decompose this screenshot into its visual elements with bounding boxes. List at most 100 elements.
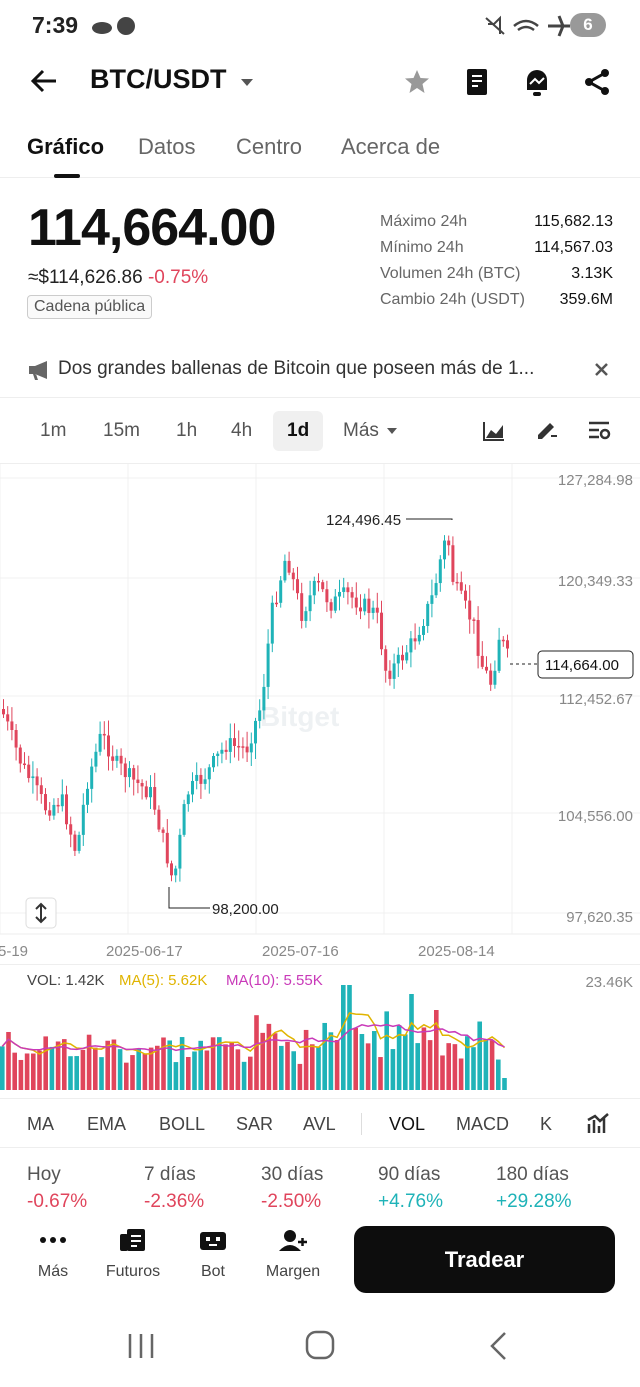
candle-body (157, 809, 161, 830)
volume-bar (186, 1056, 191, 1090)
volume-bar (210, 1037, 216, 1090)
volume-bar (37, 1050, 42, 1090)
candle-body (388, 670, 392, 679)
tab-grafico[interactable]: Gráfico (27, 134, 105, 159)
candle-body (249, 743, 253, 753)
volume-bar (353, 1028, 358, 1090)
candlestick-chart[interactable]: Bitget 127,284.98 120,349.33 112,452.67 … (0, 464, 640, 964)
clock: 7:39 (32, 12, 79, 38)
volume-bar (452, 1044, 458, 1090)
expand-icon[interactable] (25, 897, 57, 929)
indicator-vol[interactable]: VOL (389, 1114, 426, 1134)
y-tick: 104,556.00 (558, 808, 633, 825)
home-icon[interactable] (304, 1329, 336, 1361)
recent-apps-icon[interactable] (126, 1332, 156, 1360)
candle-body (207, 767, 211, 780)
indicator-bar: MA EMA BOLL SAR AVL VOL MACD K (0, 1098, 640, 1148)
candle-body (140, 783, 144, 787)
interval-15m[interactable]: 15m (103, 420, 140, 441)
back-arrow-icon[interactable] (30, 68, 58, 94)
candle-body (317, 580, 320, 583)
indicator-sar[interactable]: SAR (236, 1114, 274, 1134)
indicator-ma[interactable]: MA (27, 1114, 54, 1134)
volume-bar (105, 1040, 110, 1090)
candle-body (438, 559, 442, 584)
y-tick: 127,284.98 (558, 472, 633, 489)
candle-body (237, 745, 241, 748)
close-icon[interactable] (595, 363, 608, 376)
chain-badge[interactable]: Cadena pública (27, 295, 153, 319)
volume-bar (43, 1036, 48, 1090)
chevron-down-icon[interactable] (387, 428, 397, 435)
interval-1m[interactable]: 1m (40, 420, 67, 441)
x-tick: 5-19 (0, 943, 28, 960)
trade-button[interactable]: Tradear (354, 1226, 615, 1293)
volume-bar (223, 1044, 228, 1090)
interval-4h[interactable]: 4h (231, 420, 253, 441)
indicator-boll[interactable]: BOLL (159, 1114, 206, 1134)
pair-title[interactable]: BTC/USDT (90, 64, 227, 94)
volume-bar (403, 1034, 408, 1090)
candle-body (451, 545, 455, 582)
perf-value: +4.76% (378, 1191, 443, 1212)
volume-bar (248, 1056, 253, 1090)
star-icon[interactable] (403, 68, 431, 96)
indicator-ema[interactable]: EMA (87, 1114, 127, 1134)
indicator-macd[interactable]: MACD (456, 1114, 509, 1134)
indicator-settings-icon[interactable] (586, 1112, 610, 1134)
candle-body (6, 714, 10, 722)
volume-bar (117, 1049, 123, 1090)
chart-type-icon[interactable] (482, 420, 506, 442)
candle-body (443, 540, 446, 560)
news-text[interactable]: Dos grandes ballenas de Bitcoin que pose… (58, 358, 535, 379)
news-banner[interactable]: Dos grandes ballenas de Bitcoin que pose… (0, 340, 640, 398)
volume-bar (291, 1051, 296, 1090)
candle-body (212, 755, 215, 768)
price-alert-icon[interactable] (522, 66, 552, 98)
candle-body (455, 581, 459, 584)
tab-centro[interactable]: Centro (236, 134, 303, 159)
back-nav-icon[interactable] (487, 1331, 509, 1361)
volume-bar (62, 1039, 67, 1090)
candle-body (342, 587, 346, 592)
candle-body (485, 666, 488, 671)
volume-bar (502, 1078, 507, 1090)
volume-bar (415, 1043, 420, 1090)
tab-datos[interactable]: Datos (138, 134, 196, 159)
volume-bar (489, 1040, 495, 1090)
candle-body (149, 787, 152, 798)
candle-body (2, 709, 5, 715)
low-leader (168, 887, 210, 909)
settings-sliders-icon[interactable] (587, 420, 611, 440)
bot-button[interactable]: Bot (178, 1228, 248, 1281)
tab-acerca-de[interactable]: Acerca de (341, 134, 441, 159)
candle-body (300, 593, 304, 621)
volume-chart[interactable]: VOL: 1.42K MA(5): 5.62K MA(10): 5.55K 23… (0, 964, 640, 1098)
candle-body (107, 735, 110, 757)
draw-tool-icon[interactable] (535, 418, 559, 442)
indicator-k[interactable]: K (540, 1114, 553, 1134)
performance-row: Hoy -0.67% 7 días -2.36% 30 días -2.50% … (0, 1160, 640, 1220)
candle-body (10, 721, 14, 731)
chevron-down-icon[interactable] (240, 78, 254, 88)
candle-body (119, 755, 123, 764)
active-tab-indicator (54, 174, 80, 178)
futures-icon (120, 1229, 145, 1251)
candle-body (350, 592, 354, 598)
futures-button[interactable]: Futuros (98, 1228, 168, 1281)
perf-label: Hoy (27, 1164, 61, 1185)
interval-1h[interactable]: 1h (176, 420, 198, 441)
more-button[interactable]: Más (18, 1228, 88, 1281)
candle-body (23, 763, 26, 766)
notes-icon[interactable] (465, 67, 489, 97)
share-icon[interactable] (582, 67, 612, 97)
interval-more[interactable]: Más (343, 420, 379, 441)
candle-body (258, 710, 262, 721)
indicator-avl[interactable]: AVL (303, 1114, 336, 1134)
candle-body (27, 764, 31, 779)
margin-button[interactable]: Margen (258, 1228, 328, 1281)
robot-icon (200, 1232, 226, 1250)
interval-1d[interactable]: 1d (273, 411, 324, 451)
volume-bar (111, 1039, 117, 1090)
candle-body (304, 611, 308, 621)
